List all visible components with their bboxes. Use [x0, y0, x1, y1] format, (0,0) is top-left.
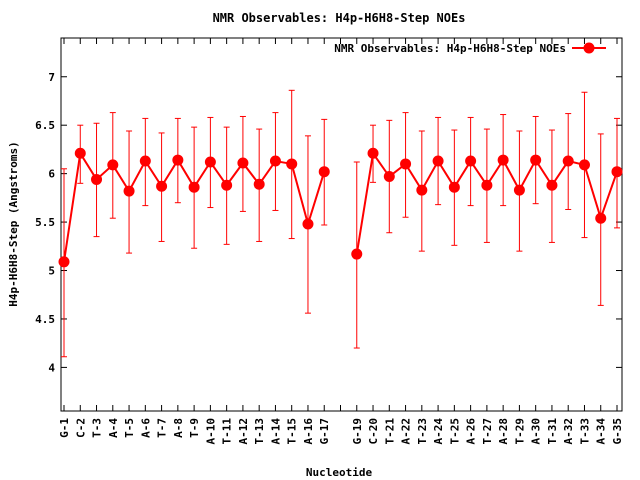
data-point — [448, 181, 460, 193]
data-point — [237, 157, 249, 169]
data-point — [416, 184, 428, 196]
x-tick-label: A-22 — [400, 418, 413, 445]
data-point — [172, 154, 184, 166]
data-point — [383, 171, 395, 183]
x-tick-label: G-19 — [351, 418, 364, 445]
x-tick-label: G-35 — [611, 418, 624, 445]
legend-label: NMR Observables: H4p-H6H8-Step NOEs — [334, 42, 566, 55]
data-point — [204, 156, 216, 168]
data-point — [367, 147, 379, 159]
data-point — [611, 166, 623, 178]
plot-frame — [60, 37, 623, 412]
x-tick-label: A-32 — [562, 418, 575, 445]
data-point — [465, 155, 477, 167]
data-point — [302, 218, 314, 230]
x-tick-label: C-20 — [367, 418, 380, 445]
data-point — [221, 179, 233, 191]
x-tick-label: T-33 — [578, 418, 591, 445]
x-tick-label: G-17 — [318, 418, 331, 445]
x-tick-label: A-28 — [497, 418, 510, 445]
x-tick-label: T-31 — [546, 418, 559, 445]
data-point — [123, 185, 135, 197]
x-tick-label: A-10 — [204, 418, 217, 445]
x-tick-label: T-13 — [253, 418, 266, 445]
y-tick-label: 6.5 — [35, 119, 55, 132]
data-point — [286, 158, 298, 170]
x-tick-label: A-34 — [595, 418, 608, 445]
x-tick-label: T-9 — [188, 418, 201, 438]
x-tick-label: A-8 — [172, 418, 185, 438]
y-tick-label: 4 — [48, 361, 55, 374]
x-tick-label: G-1 — [58, 418, 71, 438]
data-point — [432, 155, 444, 167]
x-tick-label: A-16 — [302, 418, 315, 445]
data-point — [497, 154, 509, 166]
data-point — [318, 166, 330, 178]
data-point — [58, 256, 70, 268]
data-point — [91, 173, 103, 185]
data-point — [269, 155, 281, 167]
data-point — [156, 180, 168, 192]
data-point — [139, 155, 151, 167]
x-tick-label: T-27 — [481, 418, 494, 445]
x-tick-label: T-11 — [221, 418, 234, 445]
legend-marker — [583, 42, 595, 54]
x-tick-label: T-7 — [156, 418, 169, 438]
data-point — [74, 147, 86, 159]
x-axis-label: Nucleotide — [306, 466, 373, 479]
y-tick-label: 5 — [48, 265, 55, 278]
chart-title: NMR Observables: H4p-H6H8-Step NOEs — [213, 11, 466, 25]
series-line-group — [63, 150, 618, 262]
x-tick-label: A-26 — [465, 418, 478, 445]
data-point — [400, 158, 412, 170]
x-tick-label: A-4 — [107, 418, 120, 438]
x-tick-label: C-2 — [74, 418, 87, 438]
data-point — [530, 154, 542, 166]
error-bars — [61, 89, 620, 358]
x-tick-label: A-30 — [530, 418, 543, 445]
y-tick-label: 6 — [48, 168, 55, 181]
data-point — [546, 179, 558, 191]
legend: NMR Observables: H4p-H6H8-Step NOEs — [334, 42, 606, 55]
x-tick-label: T-23 — [416, 418, 429, 445]
x-tick-label: A-6 — [139, 418, 152, 438]
y-tick-label: 4.5 — [35, 313, 55, 326]
data-point — [562, 155, 574, 167]
data-point — [107, 159, 119, 171]
x-tick-label: T-5 — [123, 418, 136, 438]
data-point — [595, 212, 607, 224]
data-point — [351, 248, 363, 260]
data-point — [188, 181, 200, 193]
x-tick-label: A-12 — [237, 418, 250, 445]
data-points — [58, 147, 623, 268]
x-axis: G-1 C-2 T-3 A-4 T-5 A-6 T-7 A-8 T-9 A-10 T-11 A-12 T… — [58, 38, 624, 445]
data-point — [513, 184, 525, 196]
x-tick-label: T-15 — [286, 418, 299, 445]
y-tick-label: 5.5 — [35, 216, 55, 229]
x-tick-label: T-25 — [448, 418, 461, 445]
x-tick-label: T-21 — [383, 418, 396, 445]
data-point — [481, 179, 493, 191]
data-point — [253, 178, 265, 190]
y-axis-label: H4p-H6H8-Step (Angstroms) — [7, 141, 20, 307]
x-tick-label: T-29 — [513, 418, 526, 445]
data-point — [578, 159, 590, 171]
x-tick-label: A-14 — [269, 418, 282, 445]
x-tick-label: A-24 — [432, 418, 445, 445]
x-tick-label: T-3 — [91, 418, 104, 438]
y-tick-label: 7 — [48, 71, 55, 84]
